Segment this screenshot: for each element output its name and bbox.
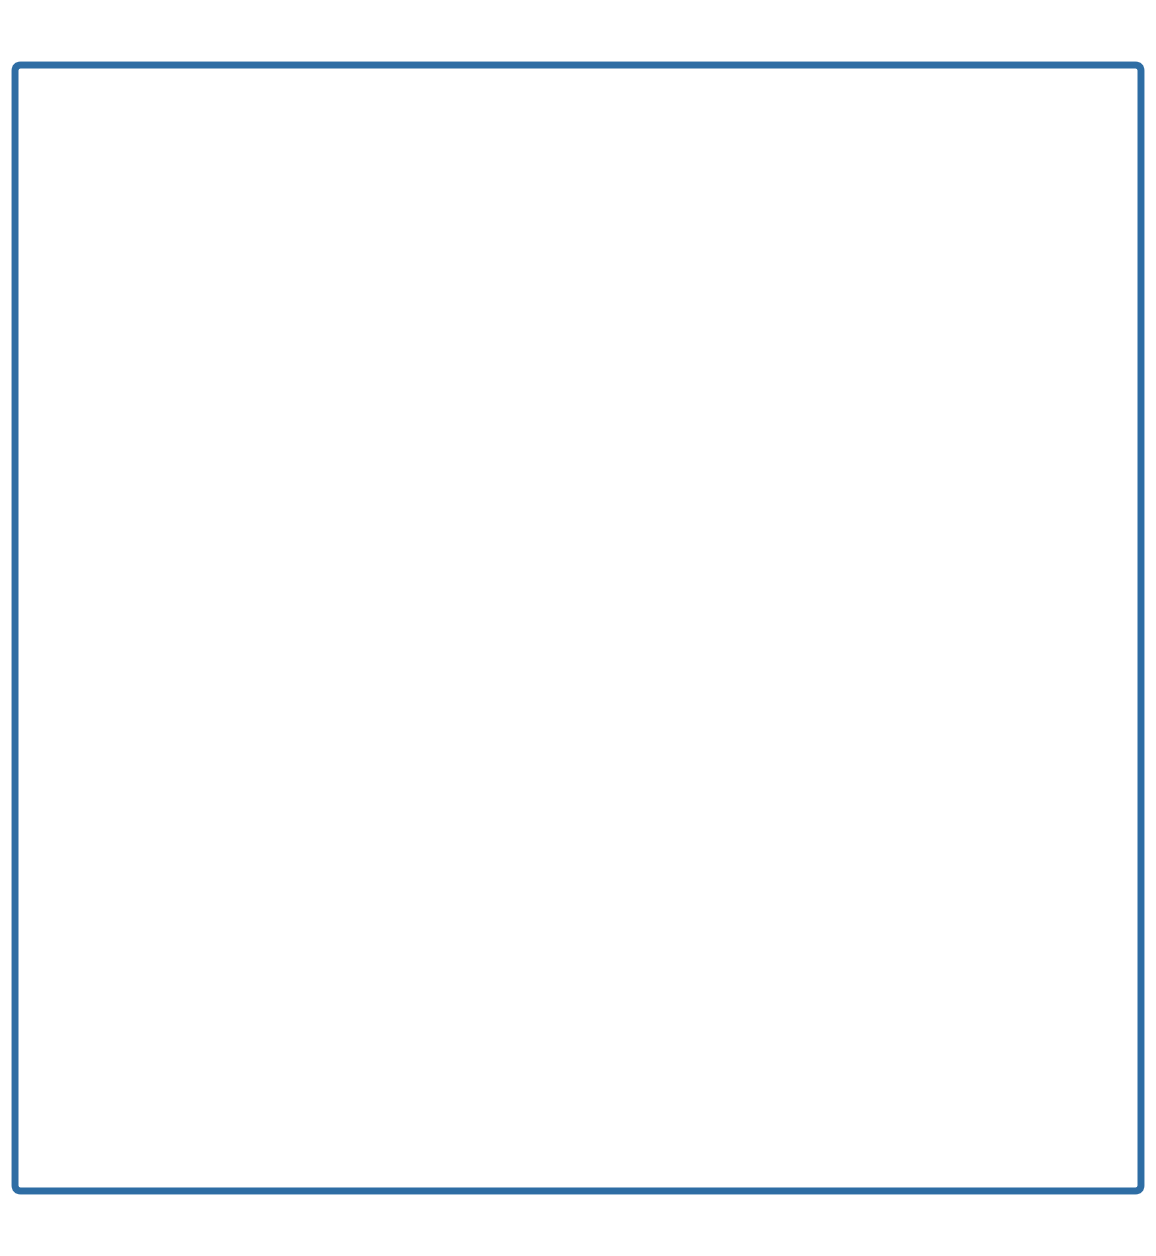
Ellipse shape bbox=[754, 249, 779, 268]
Polygon shape bbox=[555, 466, 624, 570]
Text: Superior mediastinum: Superior mediastinum bbox=[600, 126, 868, 146]
FancyBboxPatch shape bbox=[491, 340, 538, 363]
Text: Anterior mediastinum: Anterior mediastinum bbox=[179, 126, 445, 146]
FancyBboxPatch shape bbox=[491, 237, 538, 260]
FancyBboxPatch shape bbox=[683, 443, 756, 496]
Ellipse shape bbox=[146, 453, 190, 479]
Ellipse shape bbox=[754, 804, 779, 823]
FancyBboxPatch shape bbox=[491, 320, 538, 342]
FancyBboxPatch shape bbox=[491, 279, 538, 301]
Ellipse shape bbox=[664, 737, 684, 754]
FancyBboxPatch shape bbox=[491, 217, 538, 240]
FancyBboxPatch shape bbox=[688, 425, 751, 441]
FancyBboxPatch shape bbox=[491, 362, 538, 383]
Text: Posterior mediastinum: Posterior mediastinum bbox=[572, 1050, 850, 1070]
Ellipse shape bbox=[729, 500, 750, 525]
Ellipse shape bbox=[149, 731, 193, 756]
Text: esophagus: esophagus bbox=[683, 231, 785, 250]
Ellipse shape bbox=[754, 735, 779, 752]
Ellipse shape bbox=[664, 461, 684, 476]
FancyBboxPatch shape bbox=[683, 790, 756, 843]
Ellipse shape bbox=[729, 638, 750, 664]
FancyBboxPatch shape bbox=[683, 374, 756, 427]
Text: Trachea, aorta,: Trachea, aorta, bbox=[664, 185, 805, 205]
Ellipse shape bbox=[754, 664, 779, 683]
Polygon shape bbox=[169, 305, 673, 906]
Ellipse shape bbox=[729, 291, 750, 317]
FancyBboxPatch shape bbox=[688, 286, 751, 301]
Ellipse shape bbox=[664, 322, 684, 338]
Ellipse shape bbox=[729, 431, 750, 456]
Polygon shape bbox=[229, 531, 598, 764]
Ellipse shape bbox=[754, 457, 779, 476]
Ellipse shape bbox=[157, 384, 201, 409]
FancyBboxPatch shape bbox=[683, 582, 756, 636]
FancyBboxPatch shape bbox=[688, 563, 751, 579]
FancyBboxPatch shape bbox=[688, 633, 751, 649]
Ellipse shape bbox=[142, 662, 186, 687]
Text: Heart: Heart bbox=[303, 1110, 356, 1129]
FancyBboxPatch shape bbox=[683, 304, 756, 358]
Ellipse shape bbox=[754, 388, 779, 406]
Text: Esophagus,: Esophagus, bbox=[657, 1110, 765, 1129]
FancyBboxPatch shape bbox=[491, 259, 538, 280]
FancyBboxPatch shape bbox=[491, 382, 538, 403]
Ellipse shape bbox=[754, 318, 779, 337]
Ellipse shape bbox=[754, 595, 779, 614]
Polygon shape bbox=[46, 200, 444, 929]
Ellipse shape bbox=[664, 808, 684, 824]
Ellipse shape bbox=[138, 522, 181, 548]
Polygon shape bbox=[636, 257, 994, 928]
FancyBboxPatch shape bbox=[489, 196, 540, 402]
FancyBboxPatch shape bbox=[688, 355, 751, 372]
Ellipse shape bbox=[664, 391, 684, 407]
Text: Thymus (children),: Thymus (children), bbox=[224, 185, 400, 205]
Ellipse shape bbox=[729, 360, 750, 387]
Ellipse shape bbox=[138, 592, 181, 618]
FancyBboxPatch shape bbox=[683, 721, 756, 774]
Ellipse shape bbox=[729, 708, 750, 734]
Polygon shape bbox=[132, 210, 954, 952]
FancyBboxPatch shape bbox=[688, 494, 751, 510]
Ellipse shape bbox=[664, 599, 684, 615]
FancyBboxPatch shape bbox=[688, 771, 751, 788]
Ellipse shape bbox=[664, 252, 684, 269]
FancyBboxPatch shape bbox=[15, 65, 1141, 1191]
Text: Middle mediastinum: Middle mediastinum bbox=[206, 1050, 453, 1070]
Ellipse shape bbox=[729, 569, 750, 594]
FancyBboxPatch shape bbox=[491, 197, 538, 219]
FancyBboxPatch shape bbox=[688, 702, 751, 718]
Ellipse shape bbox=[754, 526, 779, 545]
Text: connective tissue: connective tissue bbox=[230, 231, 394, 250]
FancyBboxPatch shape bbox=[683, 235, 756, 288]
Text: descending aorta: descending aorta bbox=[629, 1157, 793, 1176]
Polygon shape bbox=[550, 200, 578, 859]
Polygon shape bbox=[222, 467, 607, 741]
Ellipse shape bbox=[664, 530, 684, 546]
Ellipse shape bbox=[664, 668, 684, 685]
Ellipse shape bbox=[187, 717, 251, 781]
Polygon shape bbox=[88, 177, 1023, 952]
Polygon shape bbox=[185, 438, 645, 779]
Ellipse shape bbox=[729, 777, 750, 803]
FancyBboxPatch shape bbox=[491, 300, 538, 322]
Ellipse shape bbox=[302, 582, 484, 721]
FancyBboxPatch shape bbox=[683, 512, 756, 565]
FancyBboxPatch shape bbox=[683, 651, 756, 705]
